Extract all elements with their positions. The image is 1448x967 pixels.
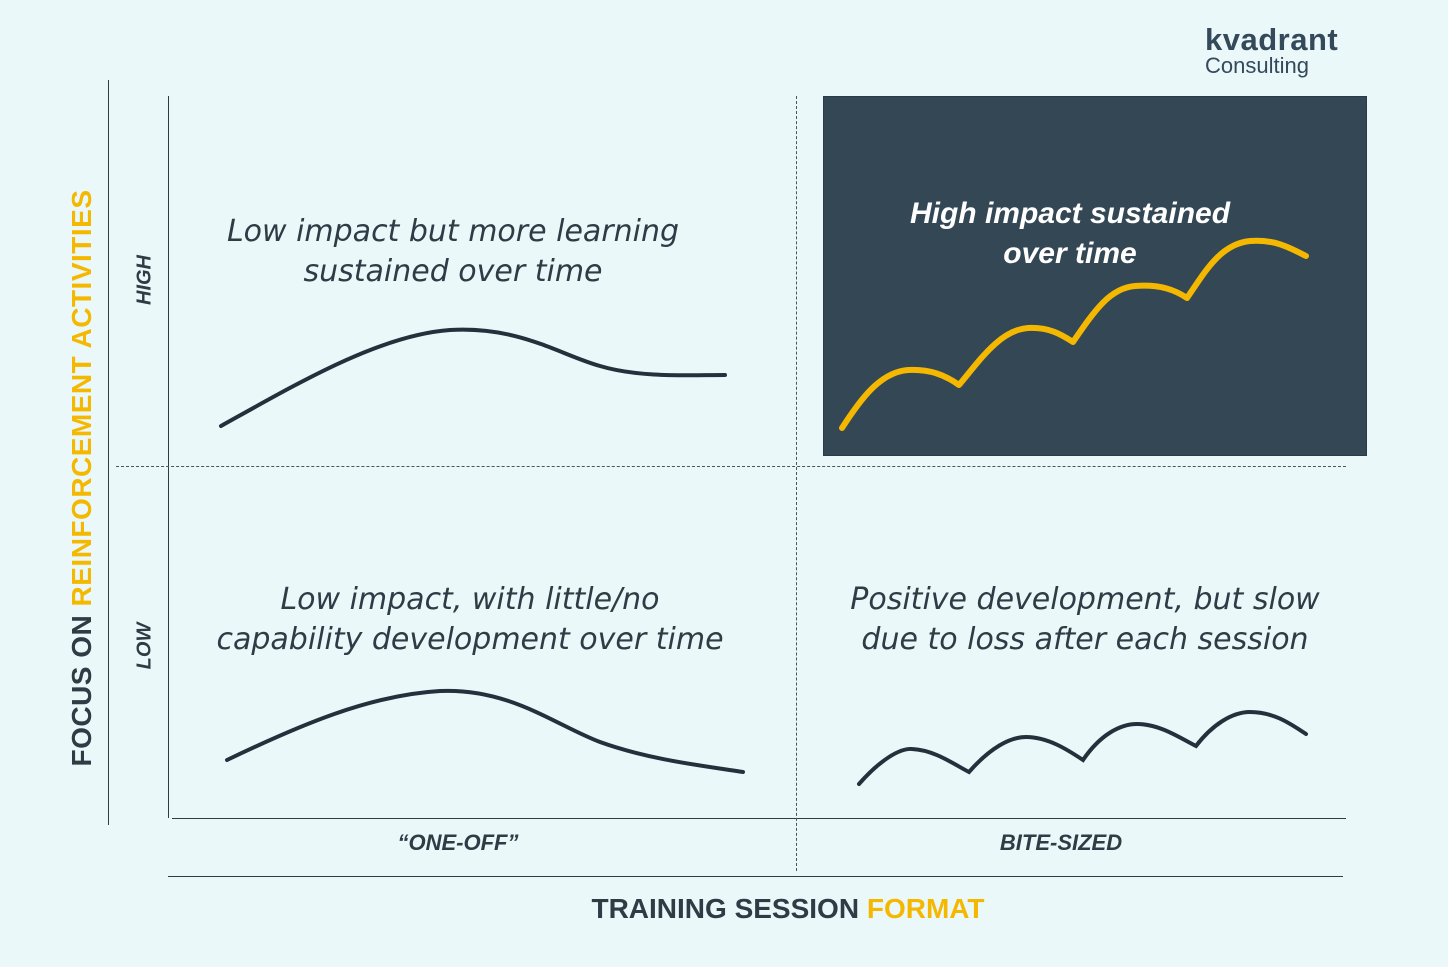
x-axis-outer-line [168,876,1343,877]
quadrant-top-left-line-2: sustained over time [303,254,603,289]
category-one-off: “ONE-OFF” [397,830,519,855]
curve-bottom-right [857,709,1308,786]
quadrant-bottom-left-line-1: Low impact, with little/no [280,582,660,617]
quadrant-bottom-right-line-1: Positive development, but slow [850,582,1320,617]
quadrant-top-left-line-1: Low impact but more learning [226,214,680,249]
x-axis-title: TRAINING SESSION FORMAT [591,893,984,925]
x-axis-title-prefix: TRAINING SESSION [591,893,867,924]
quadrant-bottom-left-line-2: capability development over time [216,622,724,657]
y-axis-outer-line [108,80,109,825]
quadrant-bottom-left-text: Low impact, with little/no capability de… [200,580,740,660]
category-bite-sized: BITE-SIZED [999,830,1123,855]
quadrant-top-right-text: High impact sustained over time [860,194,1280,274]
curve-top-right [839,237,1309,431]
quadrant-bottom-right-line-2: due to loss after each session [861,622,1309,657]
vertical-divider [796,96,797,871]
quadrant-top-left-text: Low impact but more learning sustained o… [200,212,706,292]
logo-subtitle: Consulting [1205,53,1309,78]
logo-brand: kvadrant [1205,22,1339,57]
horizontal-divider [116,466,1346,467]
quadrant-top-right-line-2: over time [1003,237,1137,270]
quadrant-bottom-right-text: Positive development, but slow due to lo… [830,580,1340,660]
curve-bottom-left [225,688,745,774]
x-axis-inner-line [172,818,1346,819]
quadrant-top-right-line-1: High impact sustained [909,197,1231,230]
y-axis-inner-line [168,96,169,818]
curve-top-left [219,327,727,428]
x-axis-title-accent: FORMAT [866,893,985,924]
highlight-panel [823,96,1367,456]
